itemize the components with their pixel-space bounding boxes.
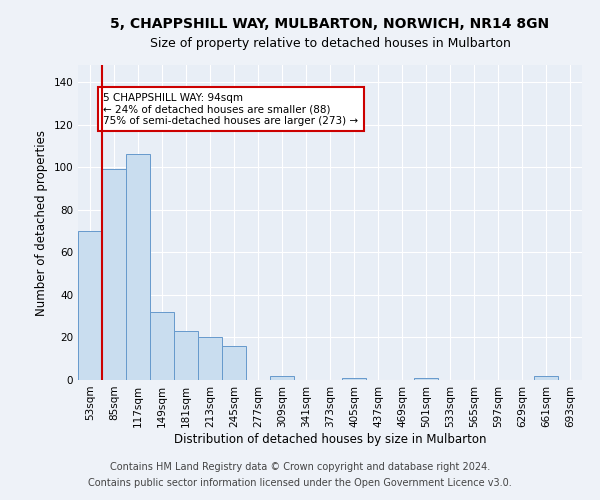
Y-axis label: Number of detached properties: Number of detached properties	[35, 130, 48, 316]
X-axis label: Distribution of detached houses by size in Mulbarton: Distribution of detached houses by size …	[174, 432, 486, 446]
Bar	[270, 376, 294, 380]
Bar	[102, 170, 126, 380]
Bar	[78, 231, 102, 380]
Text: 5, CHAPPSHILL WAY, MULBARTON, NORWICH, NR14 8GN: 5, CHAPPSHILL WAY, MULBARTON, NORWICH, N…	[110, 18, 550, 32]
Bar	[150, 312, 174, 380]
Text: 5 CHAPPSHILL WAY: 94sqm
← 24% of detached houses are smaller (88)
75% of semi-de: 5 CHAPPSHILL WAY: 94sqm ← 24% of detache…	[103, 92, 358, 126]
Bar	[342, 378, 366, 380]
Bar	[174, 331, 198, 380]
Text: Contains HM Land Registry data © Crown copyright and database right 2024.: Contains HM Land Registry data © Crown c…	[110, 462, 490, 472]
Bar	[222, 346, 246, 380]
Text: Size of property relative to detached houses in Mulbarton: Size of property relative to detached ho…	[149, 38, 511, 51]
Bar	[198, 338, 222, 380]
Bar	[534, 376, 558, 380]
Text: Contains public sector information licensed under the Open Government Licence v3: Contains public sector information licen…	[88, 478, 512, 488]
Bar	[414, 378, 438, 380]
Bar	[126, 154, 150, 380]
